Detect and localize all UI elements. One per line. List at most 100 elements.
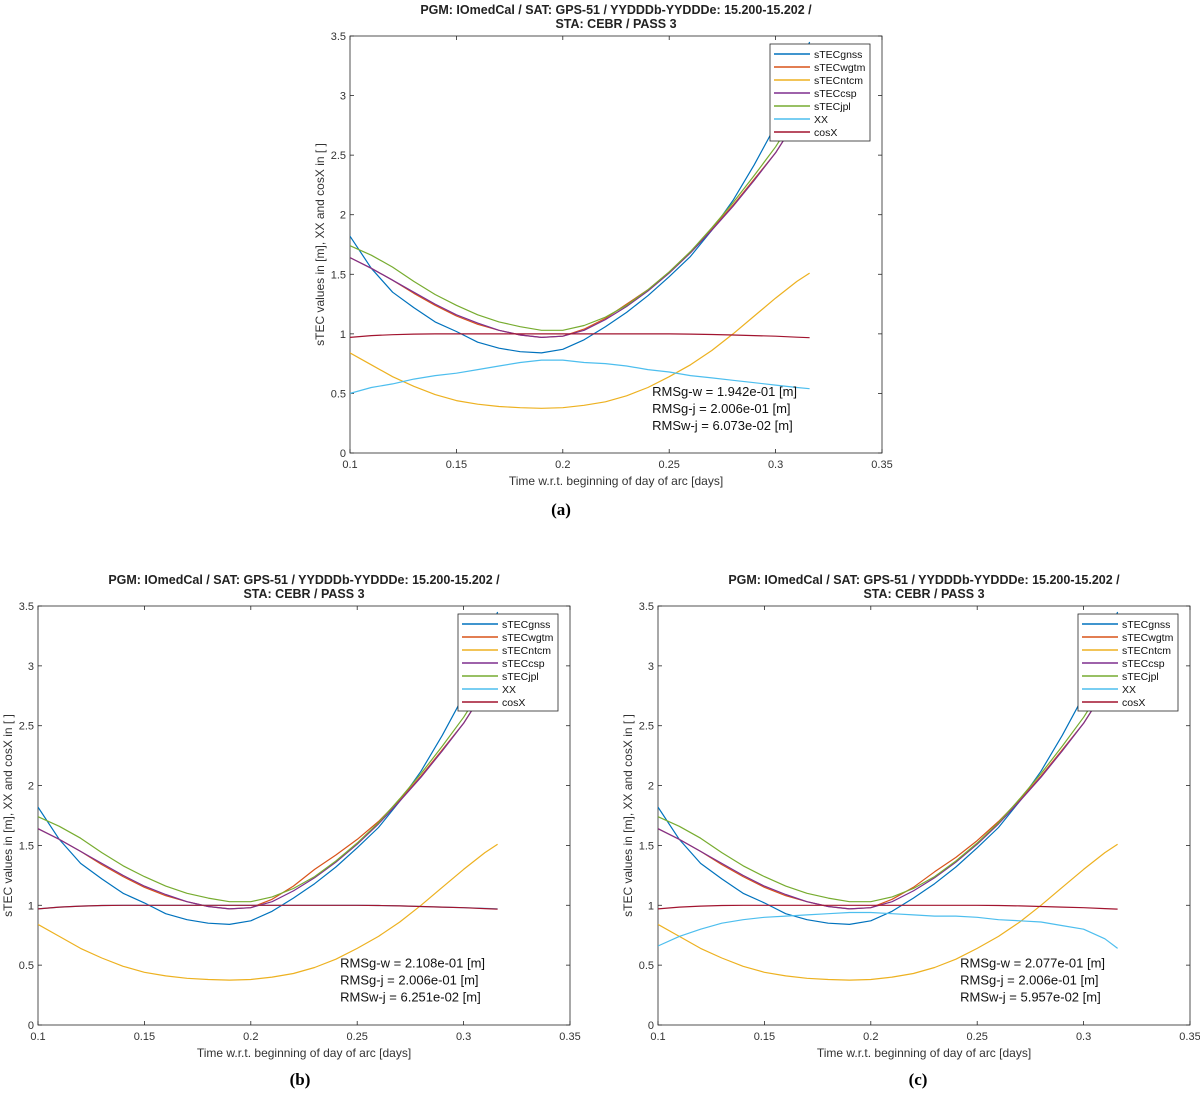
y-tick-label: 2.5 <box>639 721 654 733</box>
y-tick-label: 0 <box>648 1020 654 1032</box>
chart-subtitle: STA: CEBR / PASS 3 <box>863 587 984 601</box>
legend-label-cosX: cosX <box>814 127 837 139</box>
x-tick-label: 0.1 <box>30 1031 45 1043</box>
y-tick-label: 1 <box>340 329 346 341</box>
rms-annotation: RMSw-j = 5.957e-02 [m] <box>960 990 1101 1005</box>
chart-title: PGM: IOmedCal / SAT: GPS-51 / YYDDDb-YYD… <box>108 573 500 587</box>
legend-label-sTECgnss: sTECgnss <box>1122 619 1170 631</box>
y-tick-label: 0 <box>340 448 346 460</box>
series-line-sTECgnss <box>350 41 811 354</box>
y-tick-label: 0 <box>28 1020 34 1032</box>
chart-title: PGM: IOmedCal / SAT: GPS-51 / YYDDDb-YYD… <box>420 3 812 17</box>
rms-annotation: RMSg-w = 2.077e-01 [m] <box>960 956 1105 971</box>
x-tick-label: 0.15 <box>134 1031 155 1043</box>
legend-label-sTECjpl: sTECjpl <box>502 671 539 683</box>
y-tick-label: 3.5 <box>639 601 654 613</box>
x-tick-label: 0.25 <box>966 1031 987 1043</box>
y-axis-label: sTEC values in [m], XX and cosX in [ ] <box>621 714 635 917</box>
series-line-cosX <box>658 904 1118 910</box>
y-tick-label: 2 <box>648 781 654 793</box>
x-axis-label: Time w.r.t. beginning of day of arc [day… <box>509 474 723 488</box>
series-line-sTECcsp <box>350 89 811 338</box>
legend-label-sTECwgtm: sTECwgtm <box>1122 632 1174 644</box>
series-group <box>350 41 811 409</box>
legend-label-sTECjpl: sTECjpl <box>814 101 851 113</box>
legend: sTECgnsssTECwgtmsTECntcmsTECcspsTECjplXX… <box>1077 613 1179 712</box>
series-line-sTECwgtm <box>350 89 811 338</box>
chart-panel-1: PGM: IOmedCal / SAT: GPS-51 / YYDDDb-YYD… <box>313 3 893 519</box>
y-tick-label: 1.5 <box>331 269 346 281</box>
y-tick-label: 3 <box>28 661 34 673</box>
legend-label-sTECjpl: sTECjpl <box>1122 671 1159 683</box>
rms-annotation: RMSg-j = 2.006e-01 [m] <box>960 973 1098 988</box>
x-tick-label: 0.2 <box>863 1031 878 1043</box>
y-tick-label: 2 <box>340 210 346 222</box>
chart-subtitle: STA: CEBR / PASS 3 <box>243 587 364 601</box>
series-line-XX <box>658 911 1118 949</box>
legend-label-XX: XX <box>1122 684 1136 696</box>
y-tick-label: 1 <box>28 900 34 912</box>
legend-label-sTECwgtm: sTECwgtm <box>814 62 866 74</box>
series-line-sTECntcm <box>658 843 1118 981</box>
x-tick-label: 0.15 <box>754 1031 775 1043</box>
x-tick-label: 0.35 <box>1179 1031 1200 1043</box>
x-axis-label: Time w.r.t. beginning of day of arc [day… <box>197 1046 411 1060</box>
y-tick-label: 2.5 <box>19 721 34 733</box>
x-axis-label: Time w.r.t. beginning of day of arc [day… <box>817 1046 1031 1060</box>
rms-annotation: RMSg-j = 2.006e-01 [m] <box>340 973 478 988</box>
y-tick-label: 0.5 <box>639 960 654 972</box>
series-line-sTECwgtm <box>38 659 499 910</box>
series-group <box>658 611 1119 981</box>
series-line-sTECgnss <box>38 611 499 926</box>
series-line-sTECjpl <box>350 83 811 331</box>
x-tick-label: 0.15 <box>446 459 467 471</box>
y-tick-label: 1 <box>648 900 654 912</box>
series-line-cosX <box>38 904 498 910</box>
legend-label-sTECntcm: sTECntcm <box>502 645 551 657</box>
panel-caption: (a) <box>551 500 571 519</box>
x-tick-label: 0.35 <box>559 1031 580 1043</box>
panel-caption: (b) <box>290 1070 311 1089</box>
y-tick-label: 0.5 <box>19 960 34 972</box>
chart-title: PGM: IOmedCal / SAT: GPS-51 / YYDDDb-YYD… <box>728 573 1120 587</box>
x-tick-label: 0.25 <box>658 459 679 471</box>
legend-label-sTECgnss: sTECgnss <box>814 49 862 61</box>
legend-label-XX: XX <box>814 114 828 126</box>
series-line-sTECntcm <box>350 272 810 409</box>
legend-label-cosX: cosX <box>502 697 525 709</box>
legend-label-sTECcsp: sTECcsp <box>814 88 857 100</box>
x-tick-label: 0.3 <box>456 1031 471 1043</box>
x-tick-label: 0.2 <box>555 459 570 471</box>
rms-annotation: RMSw-j = 6.251e-02 [m] <box>340 990 481 1005</box>
chart-subtitle: STA: CEBR / PASS 3 <box>555 17 676 31</box>
y-tick-label: 1.5 <box>19 840 34 852</box>
series-line-sTECntcm <box>38 843 498 981</box>
y-tick-label: 3.5 <box>331 31 346 43</box>
rms-annotation: RMSg-w = 1.942e-01 [m] <box>652 384 797 399</box>
x-tick-label: 0.1 <box>342 459 357 471</box>
series-line-sTECjpl <box>38 653 499 903</box>
series-line-sTECcsp <box>38 659 499 910</box>
y-tick-label: 3 <box>648 661 654 673</box>
y-axis-label: sTEC values in [m], XX and cosX in [ ] <box>1 714 15 917</box>
series-group <box>38 611 499 981</box>
y-tick-label: 2 <box>28 781 34 793</box>
legend-label-sTECcsp: sTECcsp <box>502 658 545 670</box>
rms-annotation: RMSw-j = 6.073e-02 [m] <box>652 418 793 433</box>
series-line-cosX <box>350 333 810 339</box>
legend: sTECgnsssTECwgtmsTECntcmsTECcspsTECjplXX… <box>457 613 559 712</box>
legend-label-sTECntcm: sTECntcm <box>1122 645 1171 657</box>
y-tick-label: 3.5 <box>19 601 34 613</box>
series-line-sTECwgtm <box>658 659 1119 910</box>
y-tick-label: 3 <box>340 91 346 103</box>
y-tick-label: 1.5 <box>639 840 654 852</box>
panel-caption: (c) <box>909 1070 928 1089</box>
x-tick-label: 0.3 <box>1076 1031 1091 1043</box>
x-tick-label: 0.1 <box>650 1031 665 1043</box>
legend-label-cosX: cosX <box>1122 697 1145 709</box>
legend-label-sTECwgtm: sTECwgtm <box>502 632 554 644</box>
legend: sTECgnsssTECwgtmsTECntcmsTECcspsTECjplXX… <box>769 43 871 142</box>
rms-annotation: RMSg-w = 2.108e-01 [m] <box>340 956 485 971</box>
legend-label-sTECcsp: sTECcsp <box>1122 658 1165 670</box>
